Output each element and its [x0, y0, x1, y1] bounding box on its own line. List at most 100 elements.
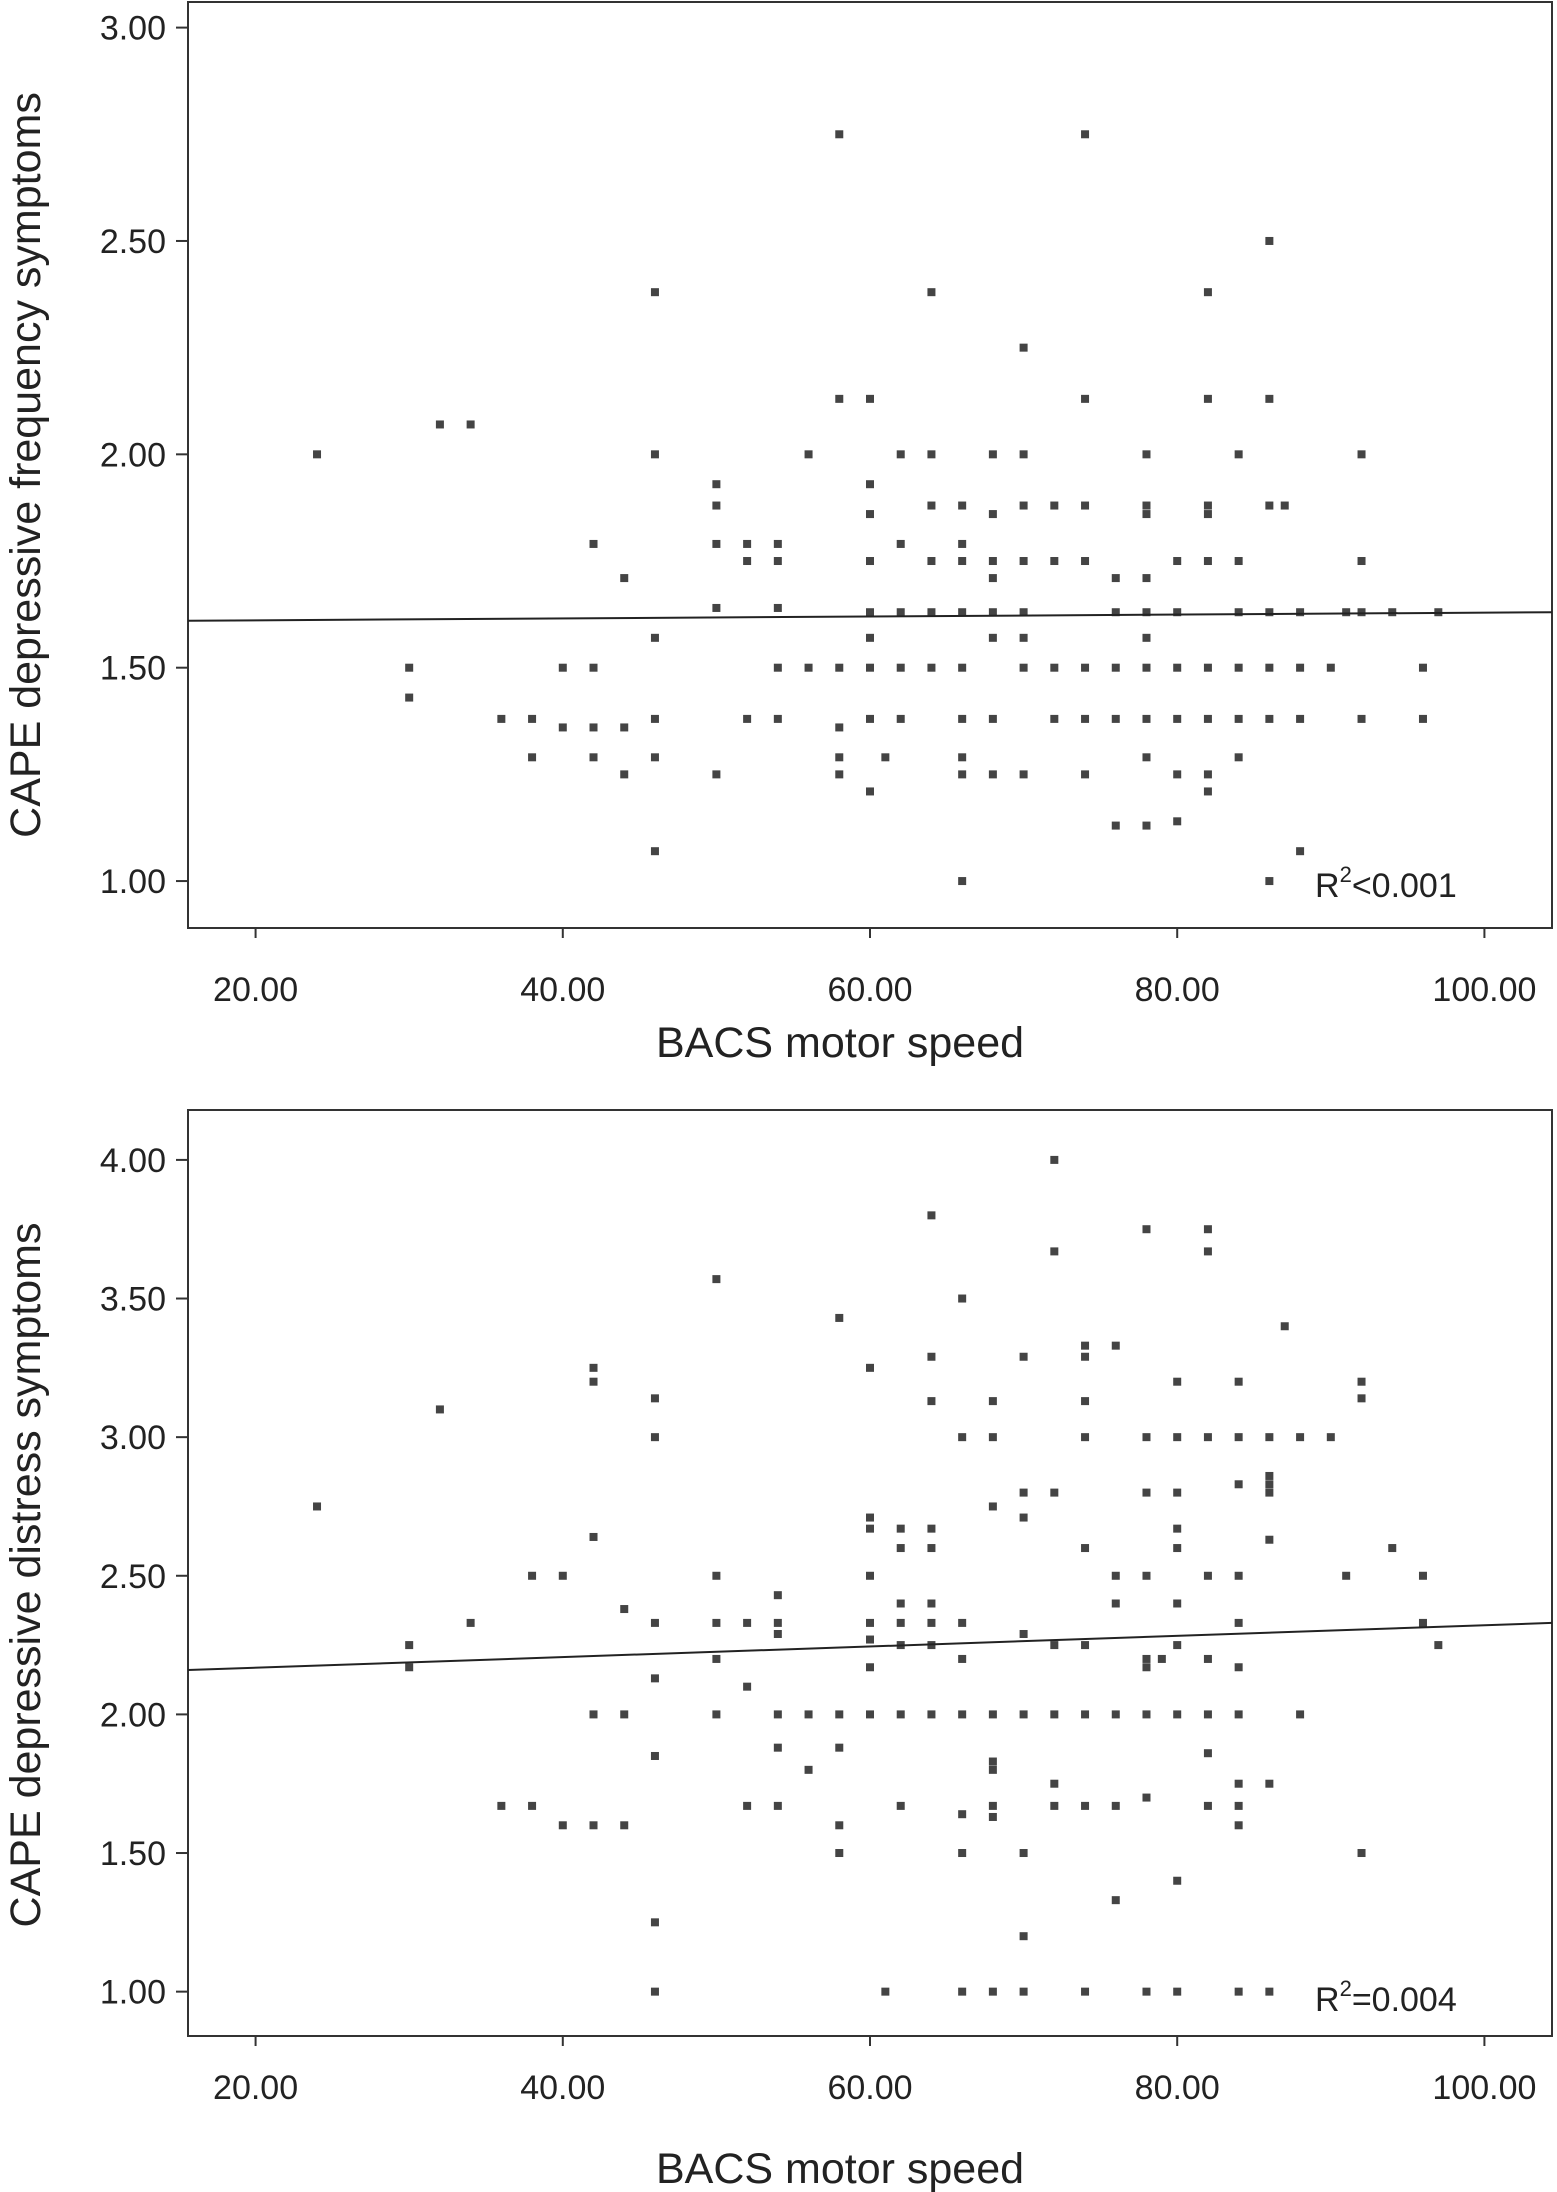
data-point-157	[1418, 714, 1427, 723]
data-point-17	[650, 288, 659, 297]
data-point-144	[1203, 1749, 1212, 1758]
data-point-107	[1081, 1544, 1090, 1553]
data-point-137	[1173, 1987, 1182, 1996]
data-point-112	[1142, 663, 1151, 672]
data-point-115	[1142, 821, 1151, 830]
data-point-27	[712, 770, 721, 779]
data-point-57	[896, 1599, 905, 1608]
r-squared-annotation: R2<0.001	[1315, 862, 1457, 905]
data-point-165	[1296, 1433, 1305, 1442]
data-point-139	[1265, 501, 1274, 510]
data-point-131	[1173, 1524, 1182, 1533]
data-point-43	[835, 1743, 844, 1752]
data-point-4	[466, 420, 475, 429]
data-point-77	[988, 574, 997, 583]
data-point-103	[1111, 663, 1120, 672]
x-tick-label-4: 100.00	[1432, 2069, 1536, 2107]
y-tick-label-3: 2.50	[100, 223, 166, 261]
x-tick-label-4: 100.00	[1432, 971, 1536, 1009]
data-point-13	[589, 753, 598, 762]
data-point-7	[528, 1801, 537, 1810]
data-point-49	[866, 1571, 874, 1580]
data-point-49	[866, 633, 874, 642]
data-point-174	[1418, 1618, 1427, 1627]
data-point-20	[650, 1618, 659, 1627]
data-point-171	[1357, 1849, 1366, 1858]
y-tick-label-0: 1.00	[100, 1974, 166, 2012]
data-point-134	[1173, 1641, 1182, 1650]
data-point-47	[866, 1513, 874, 1522]
y-tick-label-1: 1.50	[100, 1835, 166, 1873]
data-point-124	[1142, 1710, 1151, 1719]
data-point-8	[558, 1571, 567, 1580]
y-axis-title: CAPE depressive frequency symptoms	[2, 92, 50, 838]
data-point-9	[558, 723, 567, 732]
data-point-149	[1234, 1571, 1243, 1580]
data-point-108	[1142, 510, 1151, 519]
data-point-82	[1019, 343, 1028, 352]
data-point-114	[1142, 753, 1151, 762]
data-point-136	[1234, 753, 1243, 762]
y-tick-label-3: 2.50	[100, 1558, 166, 1596]
data-point-37	[804, 663, 813, 672]
data-point-63	[927, 608, 936, 617]
data-point-25	[712, 1275, 721, 1284]
data-point-124	[1203, 501, 1212, 510]
data-point-50	[866, 1618, 874, 1627]
data-point-102	[1111, 608, 1120, 617]
data-point-41	[835, 723, 844, 732]
x-tick-label-0: 20.00	[213, 2069, 298, 2107]
data-point-53	[866, 1710, 874, 1719]
data-point-19	[650, 1433, 659, 1442]
data-point-74	[988, 450, 997, 459]
data-point-143	[1203, 1710, 1212, 1719]
data-point-99	[1081, 714, 1090, 723]
data-point-54	[896, 450, 905, 459]
data-point-130	[1173, 1488, 1182, 1497]
y-tick-label-4: 3.00	[100, 1419, 166, 1457]
data-point-153	[1234, 1779, 1243, 1788]
data-point-138	[1265, 394, 1274, 403]
data-point-61	[927, 501, 936, 510]
data-point-126	[1142, 1987, 1151, 1996]
data-point-14	[620, 574, 629, 583]
axis-ticks	[176, 1158, 1486, 2046]
data-point-31	[743, 1682, 752, 1691]
data-point-35	[773, 714, 782, 723]
data-point-113	[1142, 714, 1151, 723]
data-point-47	[866, 557, 874, 566]
data-point-156	[1234, 1987, 1243, 1996]
data-point-40	[835, 663, 844, 672]
data-point-153	[1357, 608, 1366, 617]
data-point-120	[1173, 770, 1182, 779]
data-point-72	[958, 1433, 967, 1442]
data-point-21	[650, 753, 659, 762]
data-point-150	[1342, 608, 1351, 617]
data-point-48	[866, 608, 874, 617]
data-point-16	[620, 770, 629, 779]
data-point-65	[927, 1524, 936, 1533]
scatter-chart-frequency: 20.00 40.00 60.00 80.00 100.00 1.00 1.50 2.00 2.…	[2, 1, 1553, 1067]
data-point-155	[1234, 1821, 1243, 1830]
data-point-76	[958, 1810, 967, 1819]
data-point-60	[896, 1710, 905, 1719]
data-point-154	[1357, 714, 1366, 723]
data-point-75	[958, 1710, 967, 1719]
data-point-70	[927, 1710, 936, 1719]
data-point-2	[405, 1663, 414, 1672]
data-point-12	[589, 723, 598, 732]
data-point-48	[866, 1524, 874, 1533]
data-point-145	[1296, 608, 1305, 617]
data-point-29	[712, 1710, 721, 1719]
data-point-65	[958, 501, 967, 510]
data-point-71	[958, 1294, 967, 1303]
data-point-23	[712, 480, 721, 489]
data-point-88	[1019, 663, 1028, 672]
data-point-74	[958, 1654, 967, 1663]
data-point-110	[1142, 608, 1151, 617]
data-point-80	[988, 714, 997, 723]
data-point-152	[1234, 1710, 1243, 1719]
data-point-140	[1265, 608, 1274, 617]
data-point-29	[743, 557, 752, 566]
